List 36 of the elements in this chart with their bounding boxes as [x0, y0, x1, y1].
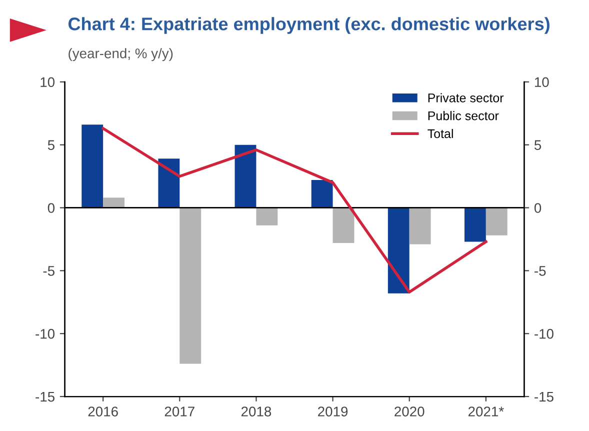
chart-subtitle: (year-end; % y/y): [68, 48, 173, 62]
x-tick-label: 2018: [241, 406, 272, 416]
bar: [234, 144, 256, 208]
x-tick-label: 2019: [318, 406, 348, 416]
x-tick-label: 2017: [164, 406, 194, 416]
bar: [180, 208, 202, 364]
legend-label: Total: [428, 128, 453, 138]
x-tick-label: 2021*: [468, 406, 504, 416]
y2-tick-label: -5: [534, 266, 546, 276]
bar: [82, 124, 104, 208]
y2-tick-label: 10: [534, 77, 549, 88]
bar: [332, 208, 354, 243]
bar: [464, 208, 486, 242]
x-tick-label: 2016: [88, 406, 118, 416]
y-tick-label: 10: [40, 77, 55, 88]
bar: [311, 180, 333, 208]
y-tick-label: -5: [43, 266, 54, 276]
legend-label: Public sector: [428, 111, 499, 120]
y-tick-label: 0: [48, 203, 55, 213]
bar: [158, 158, 180, 208]
y-tick-label: -10: [36, 328, 55, 339]
bar: [409, 208, 431, 244]
y2-tick-label: 5: [534, 140, 542, 150]
bar: [256, 208, 278, 226]
bar: [486, 208, 508, 236]
bar: [103, 198, 125, 208]
y-tick-label: -15: [36, 392, 54, 402]
x-tick-label: 2020: [394, 406, 424, 416]
line-series: [102, 127, 488, 294]
y2-tick-label: -15: [534, 392, 554, 402]
y-tick-label: 5: [48, 140, 54, 150]
chart-title: Chart 4: Expatriate employment (exc. domestic workers): [68, 17, 550, 34]
y2-tick-label: -10: [534, 328, 554, 339]
legend-label: Private sector: [428, 93, 504, 102]
y2-tick-label: 0: [534, 203, 542, 213]
bar: [388, 208, 410, 294]
